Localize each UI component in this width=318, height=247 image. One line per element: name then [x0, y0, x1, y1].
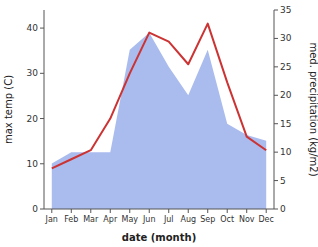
x-tick-label: Aug: [180, 215, 196, 224]
y2-tick: [274, 152, 278, 153]
y2-axis-line: [274, 10, 275, 209]
y2-tick: [274, 38, 278, 39]
x-tick: [266, 209, 267, 213]
y-tick-label: 30: [27, 68, 39, 78]
x-tick: [71, 209, 72, 213]
y2-tick: [274, 95, 278, 96]
x-tick: [129, 209, 130, 213]
x-axis-label: date (month): [122, 232, 196, 243]
x-tick: [207, 209, 208, 213]
y2-tick-label: 0: [280, 204, 286, 214]
y-tick-label: 10: [27, 159, 39, 169]
y2-tick: [274, 123, 278, 124]
x-tick: [188, 209, 189, 213]
chart-container: 0 10 20 30 40 0 5 10 15 20 25 30 35 Jan Feb Mar AprMay Ju…: [0, 0, 318, 247]
x-tick-label: Dec: [258, 215, 273, 224]
y2-tick: [274, 180, 278, 181]
y2-tick: [274, 209, 278, 210]
x-tick: [51, 209, 52, 213]
x-tick-label: Sep: [200, 215, 215, 224]
x-tick: [246, 209, 247, 213]
x-tick-label: Nov: [239, 215, 255, 224]
y2-tick: [274, 66, 278, 67]
y-tick: [40, 118, 44, 119]
x-tick-label: May: [121, 215, 138, 224]
y2-tick-label: 35: [280, 5, 291, 15]
y2-tick: [274, 10, 278, 11]
y2-tick-label: 20: [280, 90, 292, 100]
temp-line: [52, 24, 266, 169]
y-axis-label: max temp (C): [3, 75, 14, 144]
y2-tick-label: 15: [280, 119, 291, 129]
x-tick: [110, 209, 111, 213]
plot-area: [52, 24, 266, 209]
chart: 0 10 20 30 40 0 5 10 15 20 25 30 35 Jan Feb Mar AprMay Ju…: [0, 0, 318, 247]
y-tick-label: 40: [27, 23, 39, 33]
x-tick-label: Oct: [220, 215, 234, 224]
y2-tick-label: 5: [280, 176, 286, 186]
y-tick-label: 20: [27, 114, 39, 124]
x-tick: [227, 209, 228, 213]
x-tick-label: Jan: [45, 215, 58, 224]
y-tick-label: 0: [32, 204, 38, 214]
x-tick-label: Jul: [163, 215, 174, 224]
y-axis-line: [44, 10, 45, 209]
precip-area: [52, 33, 266, 209]
x-tick-label: Feb: [64, 215, 78, 224]
y-tick: [40, 73, 44, 74]
y2-tick-label: 10: [280, 147, 292, 157]
x-tick: [90, 209, 91, 213]
x-tick-label: Mar: [83, 215, 99, 224]
x-tick-label: Apr: [103, 215, 118, 224]
y2-tick-label: 30: [280, 33, 292, 43]
y2-tick-label: 25: [280, 62, 291, 72]
x-tick: [168, 209, 169, 213]
x-axis-line: [44, 209, 274, 210]
y-tick: [40, 163, 44, 164]
y-tick: [40, 28, 44, 29]
x-tick-label: Jun: [142, 215, 156, 224]
x-tick: [149, 209, 150, 213]
y2-axis-label: med. precipitation (kg/m2): [308, 42, 318, 176]
y-tick: [40, 209, 44, 210]
